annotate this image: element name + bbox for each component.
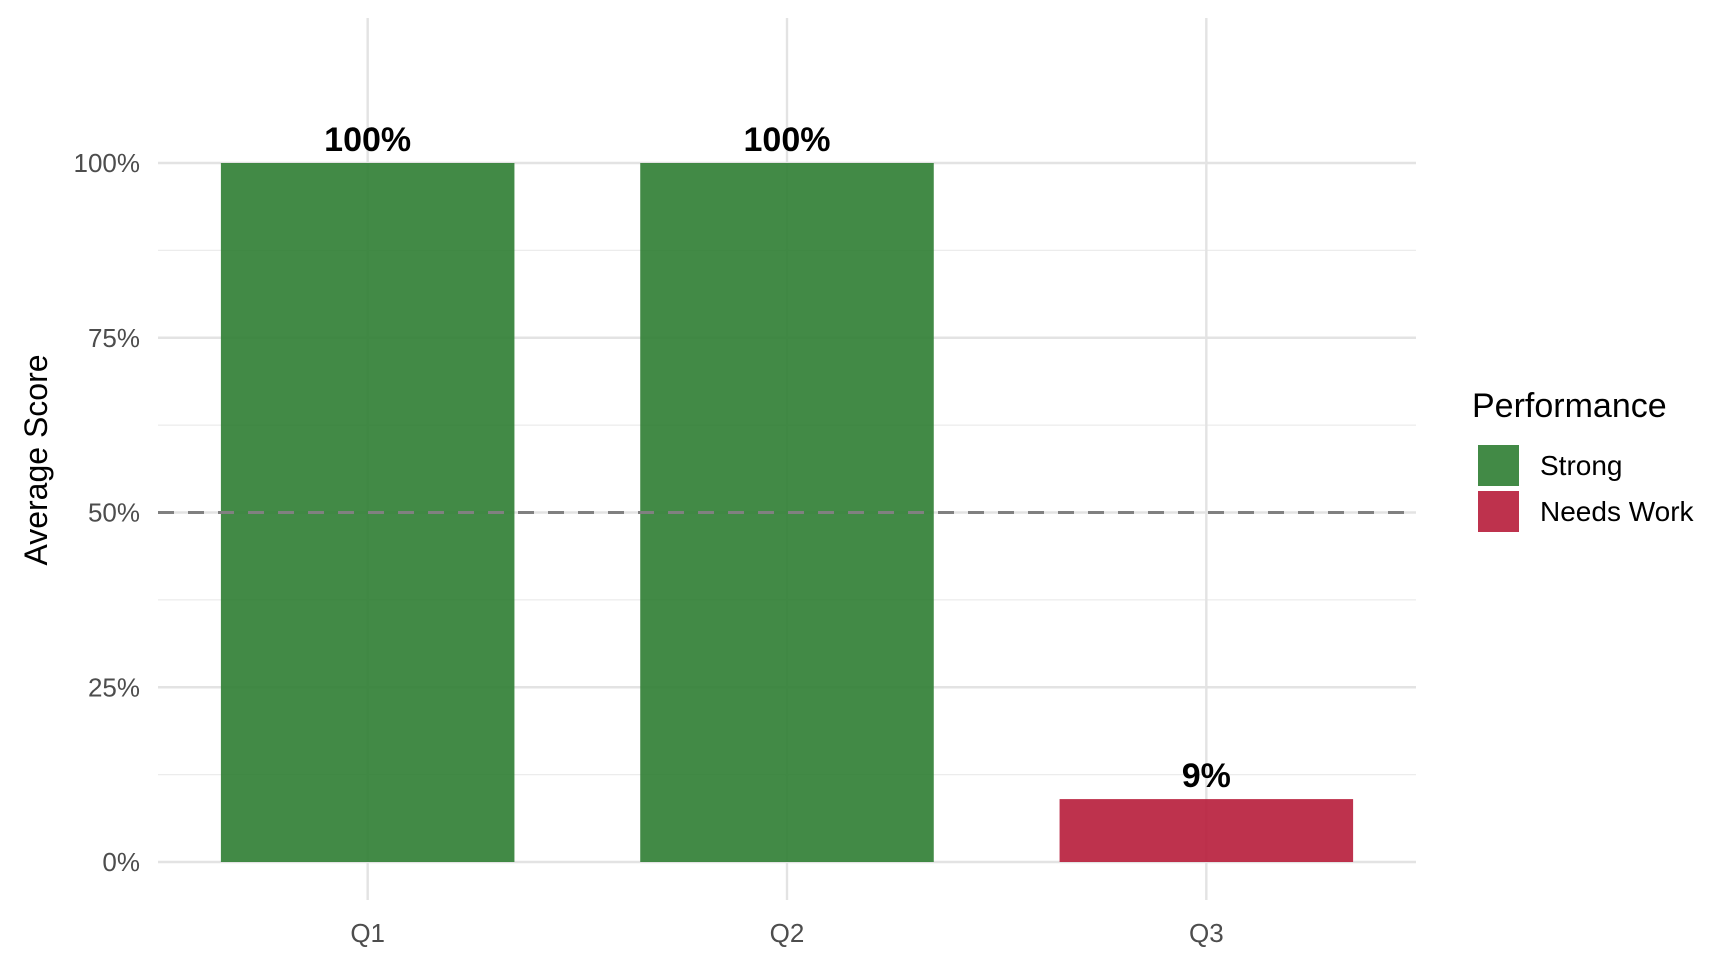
y-tick-label: 75% (88, 323, 140, 353)
y-tick-label: 100% (74, 148, 141, 178)
bar-value-label: 9% (1182, 757, 1231, 795)
y-tick-label: 25% (88, 672, 140, 702)
bar-value-label: 100% (324, 121, 411, 159)
y-tick-label: 0% (102, 847, 140, 877)
x-tick-label: Q1 (350, 918, 385, 948)
y-axis-title: Average Score (18, 354, 54, 565)
x-tick-label: Q2 (770, 918, 805, 948)
legend: Performance Strong Needs Work (1472, 387, 1695, 532)
x-axis-ticks: Q1 Q2 Q3 (350, 918, 1223, 948)
legend-entries: Strong Needs Work (1478, 445, 1695, 532)
legend-label: Needs Work (1540, 496, 1695, 527)
bar-q3 (1059, 799, 1354, 862)
y-tick-label: 50% (88, 498, 140, 528)
legend-label: Strong (1540, 450, 1623, 481)
bar-value-label: 100% (744, 121, 831, 159)
x-tick-label: Q3 (1189, 918, 1224, 948)
legend-swatch (1478, 491, 1519, 532)
y-axis-ticks: 0% 25% 50% 75% 100% (74, 148, 141, 877)
legend-swatch (1478, 445, 1519, 486)
bar-value-labels: 100% 100% 9% (324, 121, 1231, 795)
legend-title: Performance (1472, 387, 1667, 425)
